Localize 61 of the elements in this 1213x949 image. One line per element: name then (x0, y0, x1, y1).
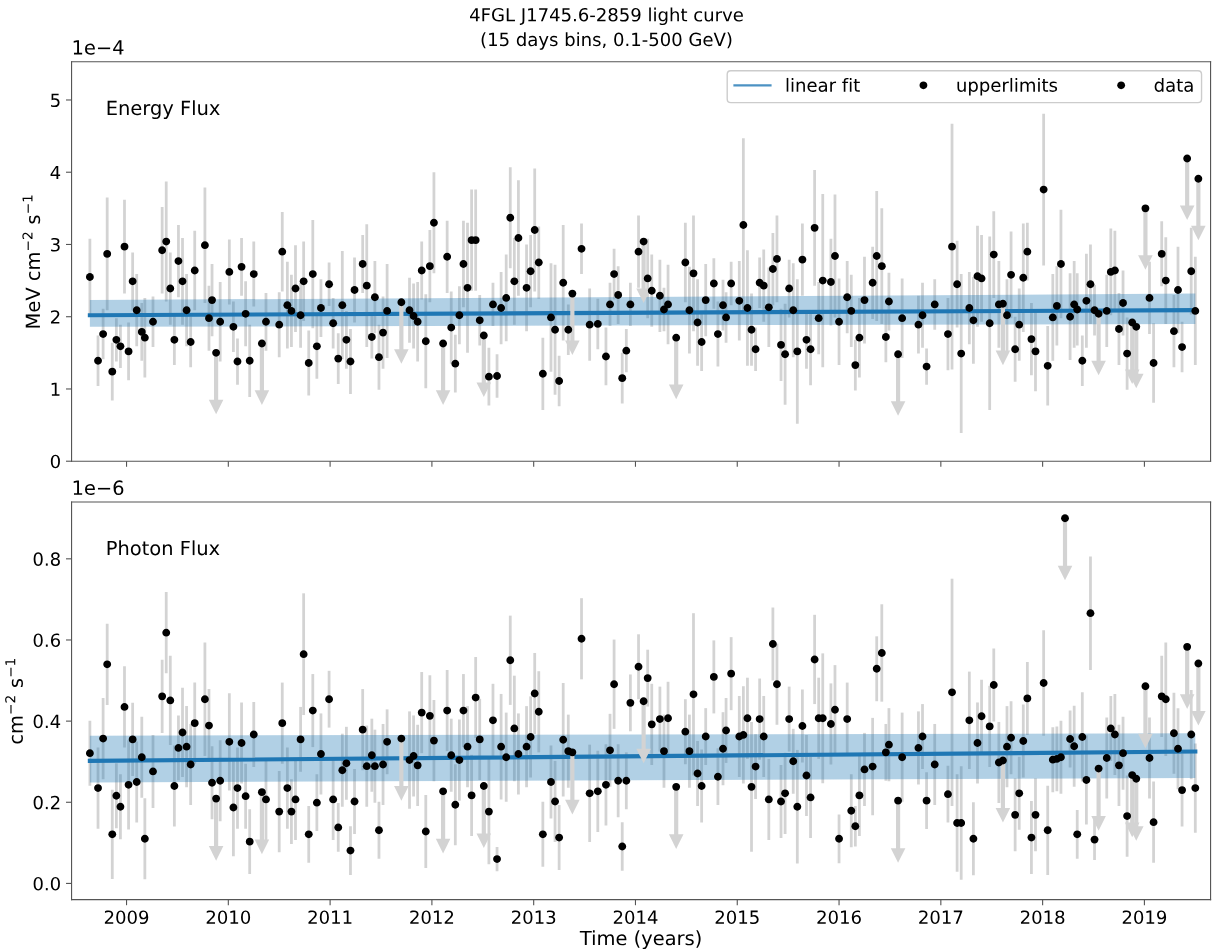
point (1132, 322, 1141, 331)
legend-label: upperlimits (957, 77, 1058, 96)
point (672, 782, 681, 791)
point (397, 298, 406, 307)
point (257, 788, 266, 797)
legend-label: linear fit (786, 77, 860, 92)
x-tick-label: 2010 (206, 910, 251, 925)
x-tick-label: 2018 (1020, 910, 1065, 925)
point (639, 697, 648, 706)
x-tick-label: 2014 (613, 910, 658, 925)
x-tick-label: 2013 (512, 910, 556, 925)
x-tick-label: 2009 (104, 910, 149, 925)
point (1061, 514, 1069, 523)
point (1194, 659, 1203, 668)
x-tick-label: 2011 (308, 910, 352, 925)
point (212, 794, 221, 803)
y-tick-label: 0 (50, 454, 60, 469)
point (397, 734, 406, 743)
point (1141, 204, 1150, 213)
legend-label: data (1154, 77, 1193, 92)
annotation: Energy Flux (107, 100, 220, 120)
point (1194, 174, 1203, 183)
point (894, 350, 903, 359)
y-tick-label: 5 (51, 93, 60, 108)
point (1132, 774, 1141, 783)
y-tick-label: 0.6 (33, 633, 61, 648)
y-tick-label: 0.0 (33, 876, 60, 891)
y-tick-label: 0.4 (33, 714, 61, 729)
point (439, 787, 448, 796)
point (479, 782, 488, 790)
point (479, 331, 488, 340)
point (639, 237, 648, 246)
point (672, 333, 681, 342)
y-axis-title: cm$^{−2}$ s$^{−1}$ (5, 658, 23, 744)
y-axis-title: MeV cm$^{−2}$ s$^{−1}$ (22, 195, 41, 328)
text: 1e−6 (73, 480, 124, 496)
point (894, 796, 903, 805)
chart-subtitle: (15 days bins, 0.1-500 GeV) (481, 32, 732, 50)
y-tick-label: 0.8 (33, 552, 60, 566)
point (1094, 764, 1103, 773)
point (439, 339, 448, 348)
x-axis-title: Time (years) (579, 930, 701, 949)
x-tick-label: 2012 (410, 910, 454, 925)
point (1183, 154, 1192, 163)
point (257, 339, 266, 348)
text: 1e−4 (73, 40, 124, 55)
y-tick-label: 4 (50, 165, 61, 180)
y-tick-label: 1 (51, 382, 60, 396)
chart-title: 4FGL J1745.6-2859 light curve (470, 7, 743, 26)
x-tick-label: 2019 (1122, 910, 1167, 925)
point (1141, 682, 1150, 691)
y-tick-label: 0.2 (33, 795, 60, 810)
point (568, 289, 577, 298)
y-tick-label: 2 (50, 310, 60, 324)
x-tick-label: 2016 (817, 910, 861, 925)
x-tick-label: 2015 (715, 910, 759, 925)
point (212, 348, 221, 357)
x-tick-label: 2017 (919, 910, 963, 925)
y-tick-label: 3 (51, 237, 60, 252)
point (1183, 642, 1192, 651)
annotation: Photon Flux (107, 540, 220, 556)
